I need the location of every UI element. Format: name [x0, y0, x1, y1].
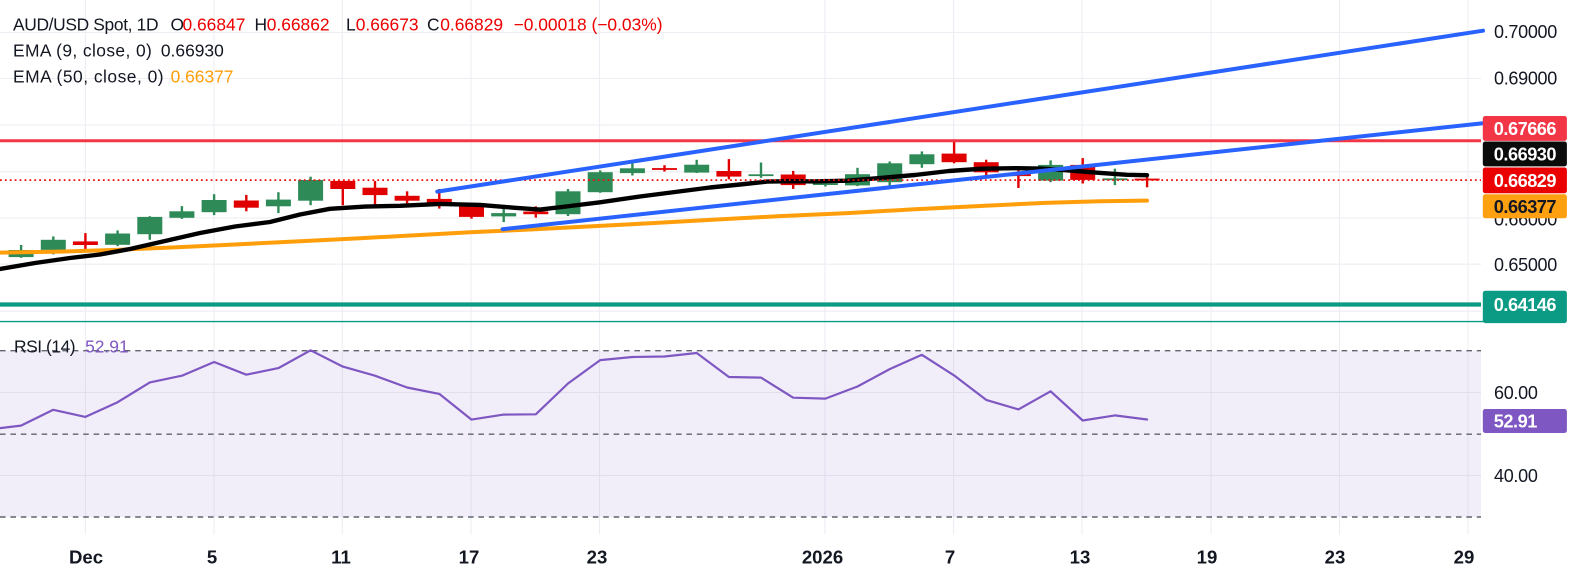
svg-text:0.64146: 0.64146 — [1494, 295, 1557, 315]
svg-text:2026: 2026 — [802, 547, 843, 568]
svg-text:52.91: 52.91 — [1494, 411, 1537, 431]
svg-text:0.67666: 0.67666 — [1494, 119, 1557, 139]
svg-text:0.66673: 0.66673 — [356, 15, 419, 35]
svg-text:−0.00018 (−0.03%): −0.00018 (−0.03%) — [514, 15, 663, 35]
svg-text:0.66930: 0.66930 — [161, 41, 224, 61]
svg-text:19: 19 — [1197, 547, 1218, 568]
svg-text:0.69000: 0.69000 — [1494, 69, 1557, 89]
svg-text:29: 29 — [1454, 547, 1475, 568]
svg-text:O: O — [171, 15, 185, 35]
svg-text:L: L — [346, 15, 356, 35]
svg-text:0.66377: 0.66377 — [171, 67, 234, 87]
svg-text:C: C — [427, 15, 440, 35]
svg-text:0.66847: 0.66847 — [183, 15, 246, 35]
svg-text:0.66829: 0.66829 — [1494, 171, 1557, 191]
svg-text:11: 11 — [331, 547, 351, 568]
svg-text:60.00: 60.00 — [1494, 383, 1538, 403]
svg-text:7: 7 — [945, 547, 955, 568]
svg-text:40.00: 40.00 — [1494, 466, 1538, 486]
svg-text:Dec: Dec — [69, 547, 103, 568]
svg-text:AUD/USD Spot, 1D: AUD/USD Spot, 1D — [13, 15, 158, 35]
svg-text:23: 23 — [1325, 547, 1346, 568]
svg-text:0.70000: 0.70000 — [1494, 22, 1557, 42]
svg-text:H: H — [255, 15, 268, 35]
svg-text:0.66829: 0.66829 — [440, 15, 503, 35]
svg-text:17: 17 — [459, 547, 480, 568]
svg-text:0.66930: 0.66930 — [1494, 145, 1557, 165]
svg-text:5: 5 — [207, 547, 217, 568]
svg-text:0.65000: 0.65000 — [1494, 255, 1557, 275]
svg-text:EMA (50, close, 0): EMA (50, close, 0) — [13, 67, 164, 87]
svg-text:EMA (9, close, 0): EMA (9, close, 0) — [13, 41, 152, 61]
svg-text:13: 13 — [1070, 547, 1091, 568]
svg-text:0.66377: 0.66377 — [1494, 197, 1557, 217]
svg-text:RSI (14): RSI (14) — [14, 336, 75, 356]
svg-text:0.66862: 0.66862 — [267, 15, 330, 35]
svg-text:23: 23 — [587, 547, 608, 568]
svg-text:52.91: 52.91 — [85, 336, 129, 356]
